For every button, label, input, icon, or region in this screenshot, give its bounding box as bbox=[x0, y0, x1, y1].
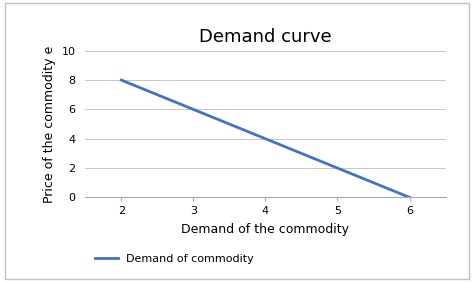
Demand of commodity bbox=[263, 137, 268, 140]
Title: Demand curve: Demand curve bbox=[199, 28, 332, 47]
Demand of commodity bbox=[118, 78, 124, 82]
X-axis label: Demand of the commodity: Demand of the commodity bbox=[182, 223, 349, 236]
Demand of commodity bbox=[407, 196, 412, 199]
Legend: Demand of commodity: Demand of commodity bbox=[91, 249, 259, 268]
Y-axis label: Price of the commodity e: Price of the commodity e bbox=[43, 45, 56, 203]
Line: Demand of commodity: Demand of commodity bbox=[121, 80, 410, 197]
Demand of commodity bbox=[335, 166, 340, 170]
Demand of commodity bbox=[191, 108, 196, 111]
